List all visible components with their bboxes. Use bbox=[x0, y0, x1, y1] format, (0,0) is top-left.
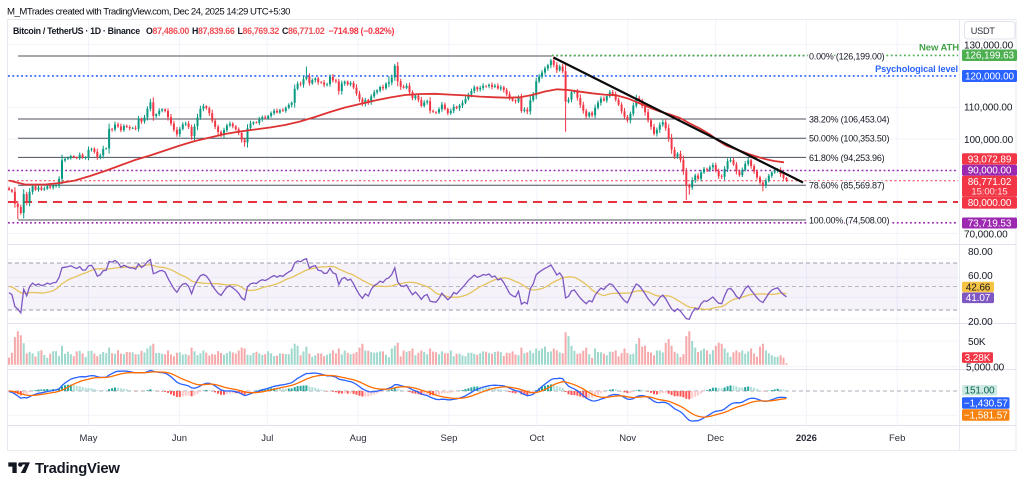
svg-text:Dec: Dec bbox=[707, 433, 724, 444]
svg-text:Psychological level: Psychological level bbox=[875, 64, 958, 74]
svg-text:New ATH: New ATH bbox=[919, 42, 959, 53]
svg-text:41.07: 41.07 bbox=[966, 293, 991, 304]
svg-text:Jul: Jul bbox=[261, 433, 273, 444]
svg-text:110,000.00: 110,000.00 bbox=[964, 103, 1013, 114]
svg-text:151.00: 151.00 bbox=[965, 386, 996, 397]
svg-text:61.80% (94,253.96): 61.80% (94,253.96) bbox=[809, 153, 885, 163]
svg-text:42.66: 42.66 bbox=[966, 282, 991, 293]
svg-text:78.60% (85,569.87): 78.60% (85,569.87) bbox=[809, 181, 885, 191]
svg-text:USDT: USDT bbox=[971, 26, 995, 36]
svg-text:15:00:15: 15:00:15 bbox=[971, 187, 1007, 198]
svg-text:M_MTrades created with Trading: M_MTrades created with TradingView.com, … bbox=[7, 7, 290, 18]
svg-text:Bitcoin / TetherUS · 1D · Bina: Bitcoin / TetherUS · 1D · Binance O87,48… bbox=[13, 26, 394, 36]
svg-text:3.28K: 3.28K bbox=[965, 353, 991, 364]
svg-text:80,000.00: 80,000.00 bbox=[968, 198, 1012, 209]
svg-text:130,000.00: 130,000.00 bbox=[964, 40, 1014, 51]
svg-text:73,719.53: 73,719.53 bbox=[968, 218, 1012, 229]
svg-text:20.00: 20.00 bbox=[968, 317, 993, 328]
svg-text:120,000.00: 120,000.00 bbox=[965, 71, 1015, 82]
svg-text:90,000.00: 90,000.00 bbox=[968, 166, 1012, 177]
svg-text:93,072.89: 93,072.89 bbox=[968, 154, 1012, 165]
svg-text:100.00% (74,508.00): 100.00% (74,508.00) bbox=[809, 215, 889, 225]
svg-text:Nov: Nov bbox=[619, 433, 636, 444]
svg-text:100,000.00: 100,000.00 bbox=[964, 135, 1014, 146]
svg-text:−1,430.57: −1,430.57 bbox=[964, 398, 1008, 409]
svg-text:−1,581.57: −1,581.57 bbox=[964, 410, 1008, 421]
svg-text:38.20% (106,453.04): 38.20% (106,453.04) bbox=[809, 114, 889, 124]
svg-text:Feb: Feb bbox=[889, 433, 905, 444]
svg-text:Sep: Sep bbox=[441, 433, 458, 444]
svg-text:2026: 2026 bbox=[796, 433, 817, 444]
svg-text:Jun: Jun bbox=[172, 433, 187, 444]
svg-text:86,771.02: 86,771.02 bbox=[968, 177, 1012, 188]
svg-text:80.00: 80.00 bbox=[968, 247, 993, 258]
svg-text:50.00% (100,353.50): 50.00% (100,353.50) bbox=[809, 134, 889, 144]
svg-text:May: May bbox=[80, 433, 98, 444]
svg-text:Oct: Oct bbox=[530, 433, 545, 444]
svg-text:126,199.63: 126,199.63 bbox=[965, 51, 1015, 62]
svg-text:60.00: 60.00 bbox=[968, 271, 993, 282]
svg-text:0.00% (126,199.00): 0.00% (126,199.00) bbox=[809, 51, 885, 61]
svg-text:50K: 50K bbox=[968, 337, 986, 348]
svg-text:Aug: Aug bbox=[350, 433, 367, 444]
svg-text:TradingView: TradingView bbox=[35, 461, 120, 477]
svg-text:5,000.00: 5,000.00 bbox=[966, 362, 1005, 373]
svg-text:70,000.00: 70,000.00 bbox=[964, 229, 1008, 240]
